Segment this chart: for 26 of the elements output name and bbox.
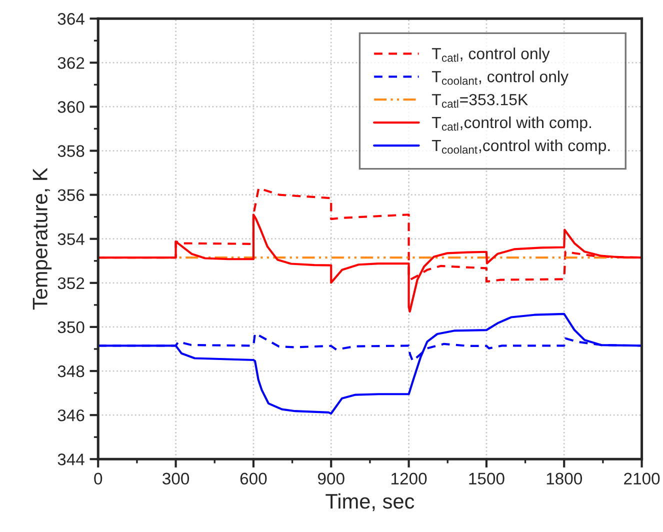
- x-tick-label: 300: [162, 472, 190, 485]
- x-tick-label: 2100: [624, 472, 660, 485]
- y-tick-label: 358: [58, 145, 84, 157]
- y-tick-label: 360: [58, 101, 84, 113]
- y-tick-label: 364: [58, 13, 84, 25]
- y-tick-label: 346: [58, 409, 84, 422]
- x-tick-label: 1800: [546, 472, 582, 485]
- y-tick-label: 362: [58, 57, 84, 69]
- x-tick-label: 900: [318, 472, 344, 485]
- legend-label: T$_{catl}$, control only: [432, 48, 550, 62]
- y-axis-title: Temperature, K: [32, 168, 52, 310]
- legend-label: T$_{coolant}$, control only: [432, 70, 568, 86]
- legend-label: T$_{catl}$,control with comp.: [432, 116, 591, 132]
- legend-label: T$_{catl}$=353.15K: [432, 94, 528, 108]
- x-tick-label: 600: [240, 472, 267, 485]
- legend-label: T$_{coolant}$,control with comp.: [432, 139, 610, 154]
- y-tick-label: 356: [58, 189, 84, 202]
- x-tick-label: 1200: [392, 472, 427, 485]
- x-tick-label: 1500: [469, 472, 504, 485]
- y-tick-label: 344: [58, 454, 84, 466]
- y-tick-label: 350: [58, 321, 84, 334]
- y-tick-label: 348: [58, 365, 84, 378]
- x-axis-title: Time, sec: [326, 493, 414, 512]
- y-tick-label: 354: [58, 233, 84, 246]
- y-tick-label: 352: [58, 277, 84, 290]
- x-tick-label: 0: [94, 472, 102, 485]
